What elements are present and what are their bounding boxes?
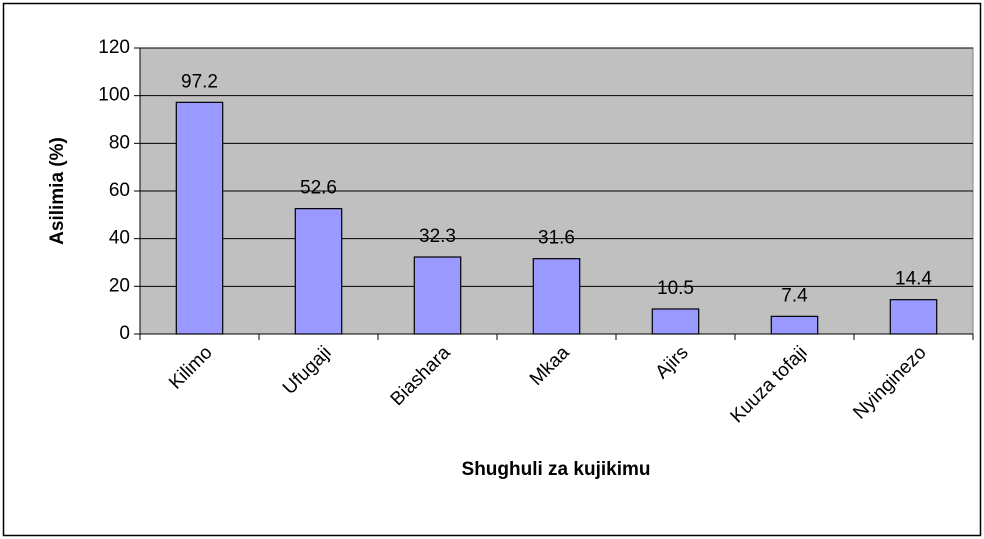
y-tick-label: 80 <box>109 132 130 153</box>
bar <box>294 208 343 335</box>
bar <box>770 315 819 335</box>
value-label: 52.6 <box>300 178 337 199</box>
bar <box>651 308 700 335</box>
y-tick-label: 120 <box>98 37 130 58</box>
y-tick-label: 60 <box>109 180 130 201</box>
value-label: 7.4 <box>781 285 808 306</box>
y-tick-label: 40 <box>109 228 130 249</box>
value-label: 31.6 <box>538 228 575 249</box>
value-label: 97.2 <box>181 71 218 92</box>
bar <box>175 101 224 335</box>
y-tick-label: 100 <box>98 85 130 106</box>
y-tick-label: 0 <box>119 323 130 344</box>
value-label: 10.5 <box>657 278 694 299</box>
value-label: 14.4 <box>895 269 932 290</box>
value-label: 32.3 <box>419 226 456 247</box>
bar <box>532 258 581 335</box>
bar <box>889 299 938 335</box>
x-axis-title: Shughuli za kujikimu <box>462 459 651 480</box>
bar <box>413 256 462 335</box>
y-axis-title: Asilimia (%) <box>47 137 68 245</box>
y-tick-label: 20 <box>109 275 130 296</box>
